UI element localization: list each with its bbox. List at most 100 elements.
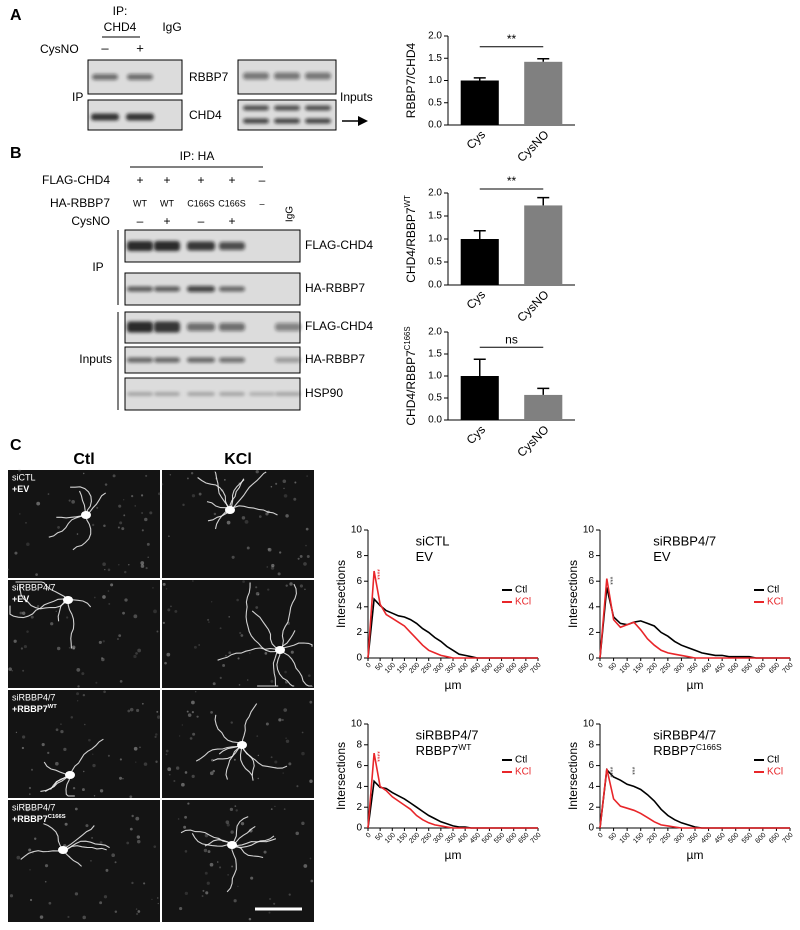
text-label: IP [92, 260, 103, 274]
x-tick-label: 150 [396, 662, 409, 675]
y-tick-label: 1.0 [428, 75, 442, 86]
micrograph-speckle [178, 735, 181, 737]
micrograph-speckle [289, 582, 293, 586]
micrograph-speckle [182, 503, 185, 507]
y-tick-label: 0 [356, 653, 362, 664]
neurite [43, 823, 64, 851]
micrograph-speckle [309, 857, 312, 860]
micrograph-speckle [305, 544, 307, 547]
micrograph-speckle [207, 850, 211, 854]
micrograph-speckle [257, 754, 260, 757]
text-main: +EV [12, 484, 29, 494]
micrograph-speckle [82, 915, 86, 920]
micrograph-speckle [139, 746, 141, 749]
soma [227, 841, 237, 849]
micrograph-speckle [107, 754, 110, 757]
blot-band [243, 118, 269, 124]
neurite [180, 829, 233, 846]
micrograph-speckle [47, 493, 50, 495]
micrograph-speckle [237, 885, 239, 887]
micrograph-speckle [22, 735, 26, 739]
micrograph-speckle [284, 670, 287, 674]
neurite [279, 583, 297, 651]
blot-band [187, 392, 215, 396]
micrograph-speckle [144, 517, 148, 522]
micrograph-speckle [268, 897, 272, 901]
micrograph-speckle [210, 711, 213, 714]
text-label: Inputs [340, 90, 373, 104]
micrograph-speckle [233, 758, 236, 761]
micrograph-speckle [184, 850, 188, 853]
micrograph-speckle [114, 861, 117, 864]
text-label: – [137, 214, 144, 228]
micrograph-speckle [23, 645, 27, 649]
micrograph-speckle [162, 621, 166, 625]
micrograph [8, 690, 160, 798]
micrograph-speckle [29, 898, 33, 902]
series-line [367, 779, 538, 829]
blot-band [187, 323, 215, 331]
micrograph-speckle [224, 503, 226, 505]
chart-title: siCTL [416, 533, 450, 548]
micrograph-speckle [267, 588, 270, 591]
micrograph-speckle [140, 564, 145, 568]
micrograph-speckle [141, 512, 144, 514]
micrograph-speckle [285, 514, 289, 518]
text-label: CysNO [40, 42, 79, 56]
y-axis-label: Intersections [566, 742, 580, 810]
micrograph-speckle [225, 820, 230, 824]
micrograph-speckle [275, 482, 278, 485]
micrograph-speckle [169, 474, 172, 476]
micrograph-speckle [72, 787, 76, 790]
blot-band [127, 241, 153, 251]
micrograph-speckle [107, 568, 111, 572]
micrograph-speckle [233, 899, 237, 903]
neurite [40, 774, 71, 792]
micrograph-speckle [124, 570, 127, 574]
neurite [231, 844, 264, 859]
micrograph-speckle [301, 751, 305, 756]
error-bar [537, 57, 550, 62]
neurite [239, 744, 253, 777]
micrograph-speckle [234, 805, 237, 808]
micrograph-speckle [265, 722, 269, 726]
text-label: IP: [113, 4, 128, 18]
micrograph-speckle [285, 739, 290, 744]
blot-band [305, 118, 331, 124]
neurite [15, 581, 69, 601]
micrograph-speckle [77, 685, 80, 688]
micrograph-speckle [309, 779, 313, 784]
annotation: **** [373, 751, 380, 762]
micrograph-speckle [8, 667, 12, 671]
micrograph-speckle [283, 708, 288, 712]
micrograph-speckle [162, 582, 166, 586]
micrograph-speckle [101, 657, 103, 659]
text-label: siRBBP4/7 [12, 582, 56, 592]
micrograph-speckle [147, 556, 149, 558]
micrograph-speckle [44, 864, 49, 868]
micrograph-speckle [92, 523, 95, 527]
micrograph-speckle [295, 831, 299, 836]
y-tick-label: 0.5 [428, 257, 442, 268]
blot-band [187, 241, 215, 251]
error-bar [473, 229, 486, 239]
micrograph-speckle [103, 690, 106, 694]
significance-label: ** [507, 174, 517, 188]
neurite [279, 649, 313, 687]
soma [275, 646, 285, 654]
series-line [599, 768, 790, 829]
blot-band [275, 323, 301, 331]
micrograph-speckle [174, 609, 178, 613]
micrograph-speckle [112, 474, 116, 478]
text-label: Inputs [79, 352, 112, 366]
micrograph-speckle [282, 772, 284, 774]
text-label: RBBP7 [189, 70, 229, 84]
micrograph-speckle [296, 785, 299, 788]
x-tick-label: 300 [432, 832, 445, 845]
x-tick-label: 50 [608, 662, 619, 673]
y-tick-label: 1.5 [428, 211, 442, 222]
y-tick-label: 2.0 [428, 31, 442, 42]
micrograph-speckle [140, 561, 145, 565]
neurite [276, 649, 295, 687]
text-label: HSP90 [305, 386, 343, 400]
